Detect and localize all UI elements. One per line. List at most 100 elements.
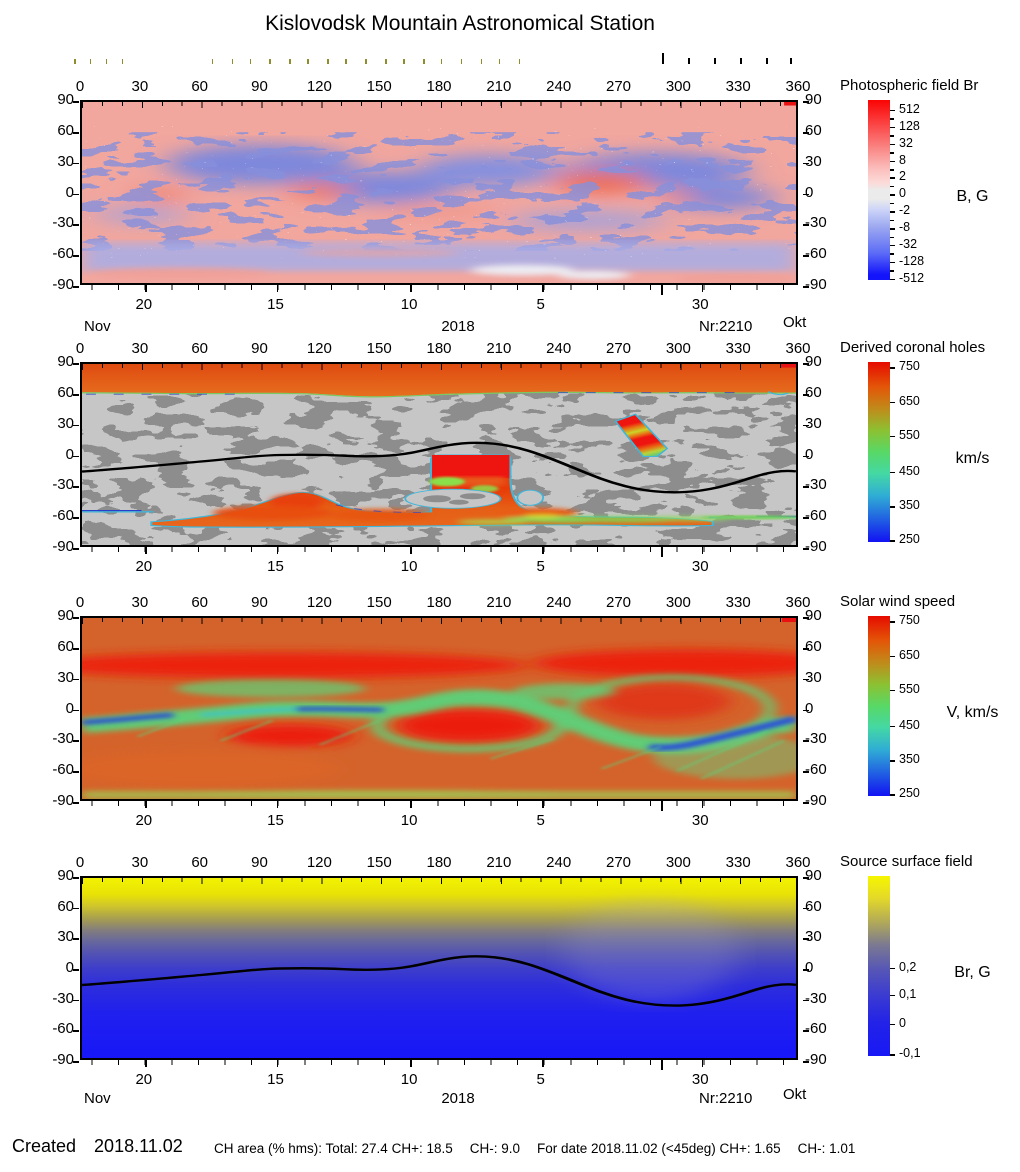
date-axis-labels: 20 15 10 5 30 [80, 296, 798, 314]
lat-tick [73, 486, 79, 489]
created-line: Created 2018.11.02 [12, 1136, 183, 1157]
lat-tick-label: -60 [52, 245, 74, 263]
year-label: 2018 [441, 1090, 475, 1107]
lon-tick-label: 360 [785, 340, 811, 357]
lat-tick-label: 60 [57, 121, 74, 139]
observation-tick-olive [345, 59, 347, 64]
lat-tick [73, 455, 79, 458]
lat-tick [803, 548, 809, 550]
lat-tick [803, 907, 809, 910]
date-tick-label: 20 [135, 296, 153, 313]
colorbar-tick [890, 126, 895, 129]
lat-tick [803, 999, 809, 1002]
colorbar-tick [890, 367, 895, 369]
lon-tick-label: 180 [426, 594, 452, 611]
observation-tick-olive [440, 59, 443, 64]
lat-tick-label: -90 [52, 276, 74, 293]
colorbar-ticks: 0,2 0,1 0 -0,1 [890, 876, 952, 1060]
lat-tick [803, 101, 809, 103]
latitude-axis-labels-left: 90 60 30 0 -30 -60 -90 [26, 867, 74, 1068]
lat-tick [803, 802, 809, 804]
colorbar-minor-tick [890, 202, 894, 205]
lat-tick-label: -60 [805, 761, 827, 779]
lon-tick-label: 300 [665, 594, 691, 611]
date-tick-label: 15 [267, 1071, 284, 1088]
month-row-top: Nov 2018 Nr:2210 Okt [0, 314, 1020, 338]
lat-tick [803, 617, 809, 619]
observation-ticks-row [0, 53, 1020, 69]
lat-tick-label: 0 [805, 445, 814, 463]
lon-tick-label: 360 [785, 594, 811, 611]
lat-tick [803, 709, 809, 712]
lat-tick [73, 131, 79, 134]
lon-tick-label: 30 [131, 340, 149, 357]
date-tick [145, 1060, 147, 1067]
lon-tick-label: 210 [486, 594, 512, 611]
lon-tick-label: 120 [306, 854, 332, 871]
lat-tick [73, 255, 79, 257]
lon-tick-label: 0 [75, 340, 85, 357]
observation-tick-black [662, 53, 664, 64]
lat-tick-label: -60 [805, 507, 827, 525]
colorbar-unit: km/s [955, 450, 990, 467]
colorbar-tick [890, 540, 895, 542]
lat-tick [73, 907, 79, 910]
colorbar-tick [890, 401, 895, 404]
colorbar [868, 876, 890, 1056]
lon-tick-label: 210 [486, 340, 512, 357]
colorbar-tick-label: -2 [899, 203, 911, 218]
lat-tick [803, 363, 809, 365]
lon-tick-label: 270 [605, 78, 632, 95]
year-label: 2018 [441, 318, 475, 335]
colorbar-tick [890, 760, 895, 762]
date-tick [542, 547, 544, 554]
panel-solar-wind-speed: 0 30 60 90 120 150 180 210 240 270 300 330 360 [0, 593, 1020, 829]
colorbar-title: Source surface field [840, 853, 973, 870]
colorbar-tick-label: 2 [899, 169, 906, 184]
lat-tick [73, 1061, 79, 1063]
colorbar-minor-tick [890, 118, 894, 120]
lat-tick [803, 393, 809, 396]
lat-tick-label: 0 [65, 445, 74, 463]
lon-tick-label: 60 [191, 594, 208, 611]
day-ticks [82, 547, 796, 552]
date-tick [276, 801, 279, 808]
observation-tick-olive [249, 59, 252, 64]
lat-tick [73, 771, 79, 773]
lon-tick-label: 330 [725, 340, 751, 357]
date-tick [145, 285, 147, 292]
lat-tick-label: -60 [805, 1020, 827, 1038]
lon-tick-label: 330 [725, 854, 751, 871]
month-boundary-tick [661, 285, 663, 295]
date-tick [542, 801, 544, 808]
date-axis-labels: 20 15 10 5 30 [80, 558, 798, 576]
date-axis-labels: 20 15 10 5 30 [80, 1071, 798, 1089]
colorbar-tick [890, 689, 895, 692]
observation-tick-black [740, 58, 742, 64]
lat-tick [73, 877, 79, 879]
major-lon-ticks [82, 364, 796, 370]
colorbar-minor-tick [890, 236, 894, 239]
colorbar-tick-label: 650 [899, 393, 920, 408]
lat-tick-label: 30 [805, 928, 822, 946]
observation-tick-black [790, 58, 792, 64]
month-label-nov: Nov [84, 1090, 111, 1107]
lat-tick-label: -30 [805, 989, 827, 1007]
major-lon-ticks [82, 618, 796, 624]
date-tick-label: 20 [135, 1071, 153, 1088]
colorbar-tick-label: 350 [899, 498, 920, 512]
date-tick-label: 20 [135, 558, 153, 575]
colorbar-tick [890, 228, 895, 230]
date-tick-label: 30 [691, 558, 709, 575]
lat-tick-label: -60 [805, 245, 827, 263]
lat-tick [803, 286, 809, 288]
month-boundary-tick [661, 547, 663, 557]
date-tick [701, 801, 704, 808]
observation-tick-olive [327, 59, 329, 64]
lat-tick [803, 486, 809, 489]
month-label-okt: Okt [783, 314, 807, 331]
lat-tick [803, 424, 809, 427]
lat-tick [73, 647, 79, 650]
date-tick-label: 10 [400, 1071, 418, 1088]
